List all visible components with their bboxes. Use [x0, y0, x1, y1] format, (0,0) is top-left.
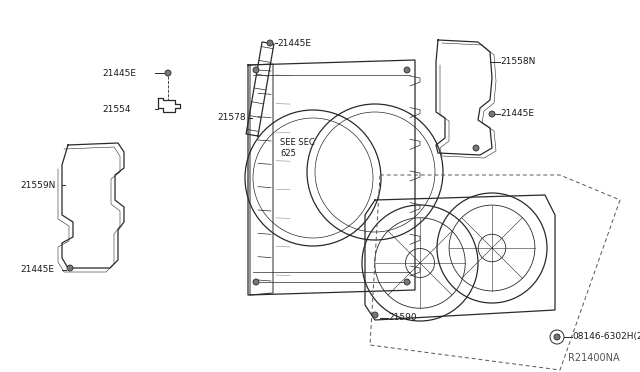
Text: 21590: 21590: [388, 314, 417, 323]
Text: 21445E: 21445E: [20, 266, 54, 275]
Text: ①: ①: [554, 333, 561, 341]
Circle shape: [253, 67, 259, 73]
Circle shape: [473, 145, 479, 151]
Circle shape: [489, 111, 495, 117]
Text: 21559N: 21559N: [20, 180, 56, 189]
Circle shape: [267, 40, 273, 46]
Text: 21445E: 21445E: [500, 109, 534, 119]
Text: 21554: 21554: [102, 105, 131, 113]
Circle shape: [404, 279, 410, 285]
Circle shape: [67, 265, 73, 271]
Text: 08146-6302H(2): 08146-6302H(2): [572, 333, 640, 341]
Circle shape: [165, 70, 171, 76]
Text: 21445E: 21445E: [277, 38, 311, 48]
Circle shape: [253, 279, 259, 285]
Text: 21445E: 21445E: [102, 68, 136, 77]
Text: R21400NA: R21400NA: [568, 353, 620, 363]
Text: SEE SEC
625: SEE SEC 625: [280, 138, 315, 158]
Circle shape: [372, 312, 378, 318]
Circle shape: [554, 334, 560, 340]
Circle shape: [404, 67, 410, 73]
Text: 21558N: 21558N: [500, 58, 536, 67]
Text: 21578: 21578: [217, 113, 246, 122]
